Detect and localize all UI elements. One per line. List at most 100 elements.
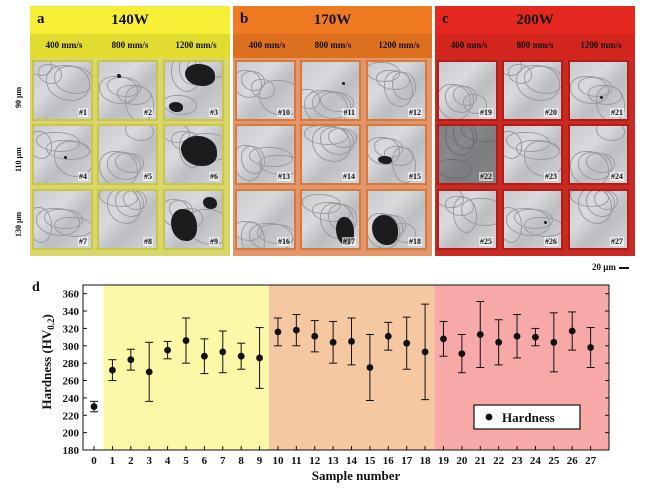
scale-bar: 20 μm [592,262,629,272]
scale-bar-line [618,266,629,269]
data-point [568,327,576,335]
x-tick-label: 16 [383,455,395,467]
y-tick-label: 200 [63,428,80,440]
data-point [311,332,319,340]
scan-speed-label: 800 mm/s [314,40,352,50]
power-region [268,285,435,450]
sample-id-label: #12 [408,108,422,117]
scan-speed-label: 400 mm/s [45,40,83,50]
data-point [495,338,503,346]
data-point [292,326,300,334]
sample-id-label: #4 [78,172,88,181]
panel-letter: d [32,280,40,295]
grain-boundary [107,191,141,224]
data-point [403,339,411,347]
y-axis-label: Hardness (HV0.2) [39,314,56,409]
grain-boundary [54,217,91,237]
y-tick-label: 220 [63,410,80,422]
data-point [127,356,135,364]
data-point [587,344,595,351]
scan-speed-label: 1200 mm/s [175,40,217,50]
power-header: c 200W [435,6,635,34]
sample-id-label: #20 [544,108,558,117]
x-tick-label: 15 [364,455,376,467]
y-tick-label: 320 [63,323,80,335]
micrograph: #15 [366,124,427,185]
sample-id-label: #17 [342,237,356,246]
data-point [550,338,558,346]
sample-id-label: #5 [143,172,153,181]
pore-defect [378,156,392,164]
plot-frame [82,284,610,451]
micrograph: #17 [300,189,361,250]
x-tick-label: 27 [585,455,597,467]
hatch-spacing-label: 110 μm [14,147,23,172]
grain-boundary [251,79,275,99]
data-point [164,346,172,354]
y-tick-label: 300 [63,341,80,353]
sample-id-label: #3 [209,108,219,117]
micrograph: #13 [235,124,296,185]
x-tick-label: 8 [238,455,244,467]
sample-id-label: #16 [277,237,291,246]
micrograph: #24 [568,124,629,185]
micrograph: #27 [568,189,629,250]
grain-boundary [376,70,410,90]
data-point [256,354,263,362]
grain-boundary [99,191,138,207]
grain-boundary [38,64,62,84]
sample-id-label: #23 [544,172,558,181]
grain-boundary [34,207,52,243]
pore-defect [600,96,603,99]
pore-defect [171,209,197,241]
pore-defect [185,64,215,86]
grain-boundary [570,191,609,207]
grain-boundary [508,64,532,84]
micrograph: #22 [437,124,498,185]
x-tick-label: 18 [420,455,432,467]
data-point [90,403,98,410]
hatch-spacing-label: 90 μm [14,86,23,108]
data-point [145,368,153,376]
micrograph: #5 [97,124,158,185]
y-tick-label: 280 [63,358,80,370]
micrograph: #1 [32,60,93,121]
x-tick-label: 17 [401,455,413,467]
panel-c: c 200W 400 mm/s 800 mm/s 1200 mm/s #19 #20 #21 #… [435,6,635,256]
x-tick-label: 23 [512,455,524,467]
pore-defect [64,156,67,159]
sample-id-label: #25 [479,237,493,246]
sample-id-label: #21 [610,108,624,117]
grain-boundary [504,207,522,243]
x-tick-label: 22 [493,455,505,467]
power-header: b 170W [233,6,432,34]
panel-b: b 170W 400 mm/s 800 mm/s 1200 mm/s #10 #11 #12 #… [233,6,432,256]
pore-defect [203,197,217,209]
sample-id-label: #19 [479,108,493,117]
x-tick-label: 14 [346,455,358,467]
sample-id-label: #15 [408,172,422,181]
data-point [219,348,227,356]
grain-boundary [302,89,320,109]
pore-defect [169,102,183,112]
micrograph: #6 [163,124,224,185]
y-tick-label: 340 [63,306,80,318]
pore-defect [544,221,547,224]
micrograph: #19 [437,60,498,121]
micrograph: #26 [502,189,563,250]
grain-boundary [99,151,138,183]
micrograph: #10 [235,60,296,121]
sample-id-label: #9 [209,237,219,246]
sample-id-label: #8 [143,237,153,246]
x-tick-label: 3 [146,455,152,467]
data-point [237,352,245,360]
scan-speed-label: 800 mm/s [111,40,149,50]
panel-letter: b [240,11,249,27]
grain-boundary [516,140,560,160]
legend-label: Hardness [502,410,555,425]
x-tick-label: 11 [291,455,301,467]
sample-id-label: #11 [342,108,356,117]
x-tick-label: 12 [309,455,321,467]
scan-speed-label: 1200 mm/s [378,40,420,50]
